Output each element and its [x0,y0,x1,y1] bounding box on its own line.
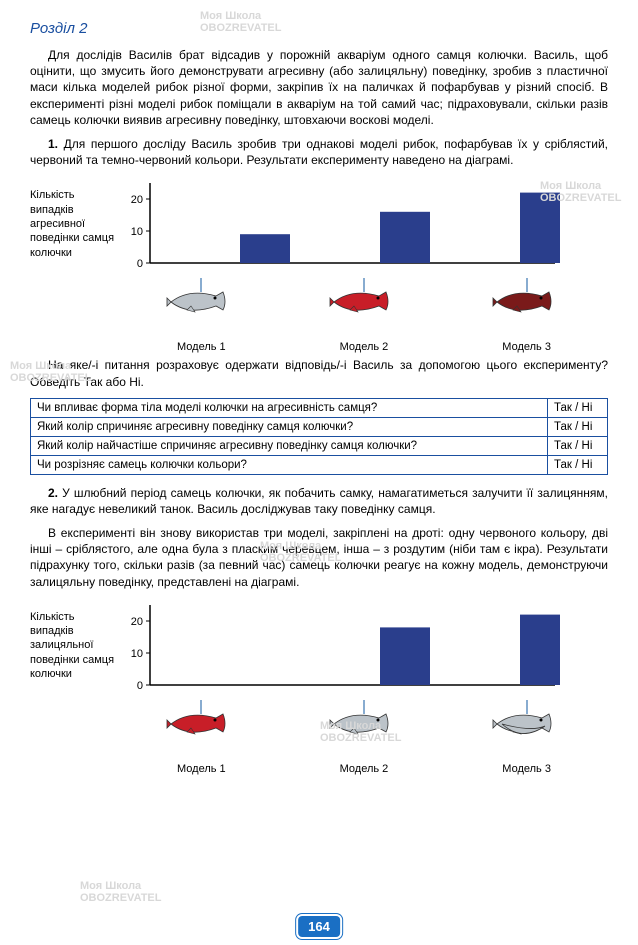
q1-para: 1. Для першого досліду Василь зробив три… [30,136,608,168]
question-table: Чи впливає форма тіла моделі колючки на … [30,398,608,475]
page-number: 164 [298,916,340,937]
question-cell: Чи розрізняє самець колючки кольори? [31,455,548,474]
answer-cell: Так / Ні [548,455,608,474]
q2-para2: В експерименті він знову використав три … [30,525,608,590]
fish-row-2: Модель 1 Модель 2 Модель 3 [120,700,608,775]
q1-num: 1. [48,137,58,151]
fish-model: Модель 2 [294,700,434,775]
table-row: Який колір найчастіше спричиняє агресивн… [31,436,608,455]
watermark: OBOZREVATEL [80,892,161,904]
table-row: Чи впливає форма тіла моделі колючки на … [31,398,608,417]
answer-cell: Так / Ні [548,436,608,455]
svg-text:0: 0 [137,680,143,692]
model-label: Модель 2 [294,763,434,775]
chart2-block: Кількість випадків залицяльної поведінки… [30,600,608,695]
model-label: Модель 1 [131,763,271,775]
model-label: Модель 1 [131,341,271,353]
fish-model: Модель 1 [131,278,271,353]
q1-follow: На яке/-і питання розраховує одержати ві… [30,357,608,389]
chart2-svg: 0 10 20 [120,600,560,695]
svg-text:10: 10 [131,648,143,660]
svg-text:10: 10 [131,226,143,238]
fish-model: Модель 1 [131,700,271,775]
fish-model: Модель 2 [294,278,434,353]
model-label: Модель 3 [457,341,597,353]
svg-text:20: 20 [131,616,143,628]
fish-model: Модель 3 [457,278,597,353]
chart2-ylabel: Кількість випадків залицяльної поведінки… [30,600,120,681]
fish-model: Модель 3 [457,700,597,775]
section-title: Розділ 2 [30,20,608,37]
q2-num: 2. [48,486,58,500]
question-cell: Який колір спричиняє агресивну поведінку… [31,417,548,436]
chart1-svg: 0 10 20 [120,178,560,273]
question-cell: Чи впливає форма тіла моделі колючки на … [31,398,548,417]
chart1-block: Кількість випадків агресивної поведінки … [30,178,608,273]
model-label: Модель 2 [294,341,434,353]
q2-text: У шлюбний період самець колючки, як поба… [30,486,608,516]
chart1-ylabel: Кількість випадків агресивної поведінки … [30,178,120,259]
table-row: Чи розрізняє самець колючки кольори?Так … [31,455,608,474]
fish-row-1: Модель 1 Модель 2 Модель 3 [120,278,608,353]
answer-cell: Так / Ні [548,417,608,436]
svg-text:20: 20 [131,194,143,206]
watermark: Моя Школа [80,880,141,892]
table-row: Який колір спричиняє агресивну поведінку… [31,417,608,436]
q2-para: 2. У шлюбний період самець колючки, як п… [30,485,608,517]
q1-text: Для першого досліду Василь зробив три од… [30,137,608,167]
model-label: Модель 3 [457,763,597,775]
answer-cell: Так / Ні [548,398,608,417]
intro-para: Для дослідів Василів брат відсадив у пор… [30,47,608,128]
svg-text:0: 0 [137,258,143,270]
question-cell: Який колір найчастіше спричиняє агресивн… [31,436,548,455]
